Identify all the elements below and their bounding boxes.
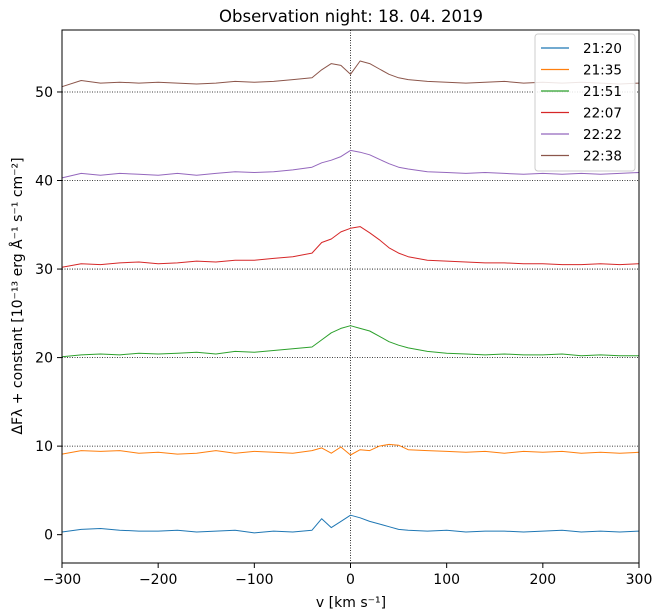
x-tick-label: 300 — [626, 572, 653, 588]
legend-label-2135: 21:35 — [583, 63, 622, 79]
x-tick-label: −300 — [43, 572, 81, 588]
y-tick-label: 40 — [35, 174, 53, 190]
x-tick-label: 0 — [346, 572, 355, 588]
series-line-2222 — [61, 149, 640, 179]
legend-label-2238: 22:38 — [583, 149, 622, 165]
series-line-2151 — [61, 325, 639, 358]
series-line-2120 — [61, 514, 640, 534]
y-axis-label: ΔFλ + constant [10⁻¹³ erg Å⁻¹ s⁻¹ cm⁻²] — [9, 157, 26, 434]
series-line-2135 — [61, 443, 640, 456]
y-axis: 0 10 20 30 40 50 — [35, 85, 62, 544]
series-line-2207 — [61, 226, 640, 268]
x-tick-label: 200 — [529, 572, 556, 588]
y-tick-label: 20 — [35, 351, 53, 367]
series-layer — [61, 60, 640, 534]
legend-box — [534, 33, 636, 172]
y-tick-label: 0 — [44, 528, 53, 544]
y-tick-label: 10 — [35, 439, 53, 455]
x-axis-label: v [km s⁻¹] — [316, 595, 386, 611]
series-line-2238 — [61, 60, 640, 88]
legend-label-2207: 22:07 — [583, 106, 622, 122]
x-tick-label: −200 — [139, 572, 177, 588]
legend-label-2222: 22:22 — [583, 127, 622, 143]
x-axis: −300 −200 −100 0 100 200 300 — [43, 563, 653, 588]
legend: 21:20 21:35 21:51 22:07 22:22 22:38 — [534, 33, 636, 172]
legend-label-2151: 21:51 — [583, 84, 622, 100]
legend-label-2120: 21:20 — [583, 41, 622, 57]
y-tick-label: 50 — [35, 85, 53, 101]
y-tick-label: 30 — [35, 262, 53, 278]
chart-title: Observation night: 18. 04. 2019 — [219, 7, 483, 26]
x-tick-label: −100 — [235, 572, 273, 588]
x-tick-label: 100 — [433, 572, 460, 588]
